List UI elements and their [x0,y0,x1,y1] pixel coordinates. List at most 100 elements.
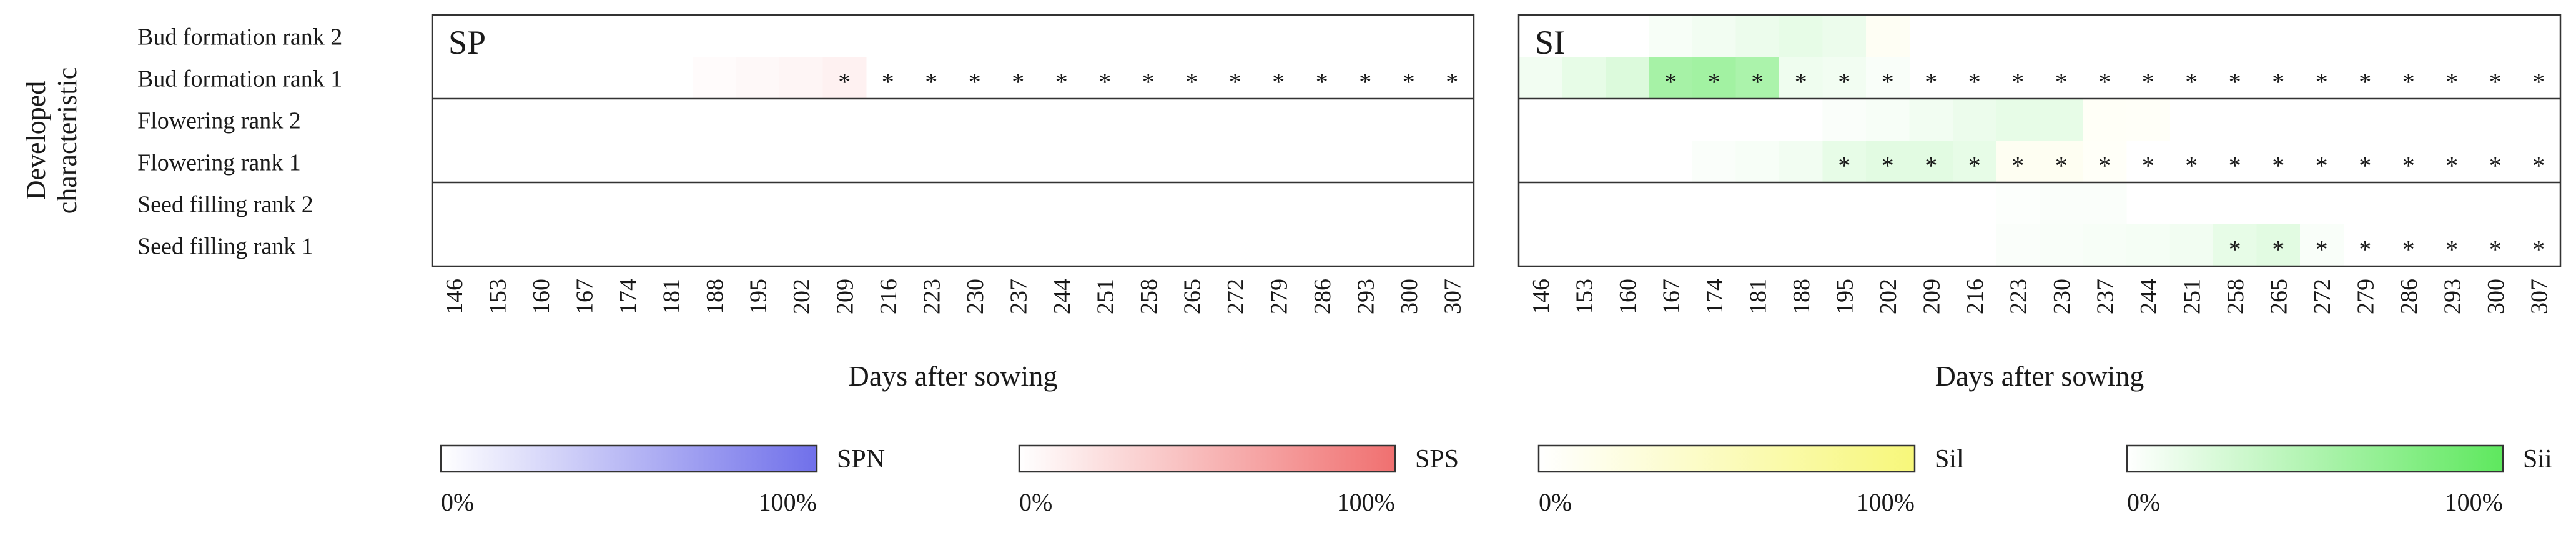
x-tick-label: 216 [1962,279,1988,314]
heatmap-cell [2083,99,2127,141]
x-tick-label: 146 [442,279,468,314]
legend-min-label: 0% [2127,488,2160,516]
x-tick-label: 174 [1702,279,1728,314]
panel-title: SP [448,24,486,61]
significance-marker: * [2055,152,2068,180]
significance-marker: * [2532,152,2545,180]
x-tick-label: 286 [1310,279,1336,314]
heatmap-cell [693,57,736,99]
row-label: Flowering rank 2 [137,108,301,134]
x-tick-label: 209 [1918,279,1945,314]
x-tick-label: 272 [2309,279,2336,314]
significance-marker: * [2272,68,2284,96]
heatmap-cell [2300,224,2344,267]
x-tick-label: 307 [1439,279,1466,314]
significance-marker: * [2185,152,2198,180]
significance-marker: * [2229,236,2241,264]
heatmap-cell [2126,224,2170,267]
x-tick-label: 202 [789,279,815,314]
legend-sil: Sil 0% 100% [1537,444,1964,516]
significance-marker: * [1838,152,1850,180]
significance-marker: * [2098,152,2111,180]
x-tick-label: 202 [1875,279,1902,314]
significance-marker: * [1229,68,1241,96]
significance-marker: * [1838,68,1850,96]
legend-colorbar [2126,444,2504,473]
x-tick-label: 195 [1832,279,1858,314]
legend-name: Sii [2523,445,2552,474]
significance-marker: * [2359,68,2371,96]
significance-marker: * [1664,68,1677,96]
panel-frame [1517,14,2562,267]
significance-marker: * [2359,152,2371,180]
heatmap-cell [2083,182,2127,225]
heatmap-cell [1735,15,1780,57]
legend-spn: SPN 0% 100% [440,444,885,516]
significance-marker: * [2142,152,2154,180]
heatmap-cell [822,57,867,99]
heatmap-cell [1779,141,1823,183]
x-tick-label: 223 [2005,279,2031,314]
significance-marker: * [1359,68,1371,96]
significance-marker: * [1925,152,1937,180]
heatmap-cell [2040,99,2083,141]
x-tick-label: 286 [2396,279,2422,314]
x-tick-label: 265 [2266,279,2292,314]
row-label: Bud formation rank 2 [137,24,342,51]
row-label: Seed filling rank 1 [137,234,313,260]
significance-marker: * [925,68,937,96]
significance-marker: * [1055,68,1068,96]
significance-marker: * [2229,68,2241,96]
significance-marker: * [2098,68,2111,96]
legend-colorbar [1537,444,1916,473]
significance-marker: * [1708,68,1720,96]
legend-max-label: 100% [1337,488,1395,516]
significance-marker: * [969,68,981,96]
significance-marker: * [1272,68,1285,96]
heatmap-cell [1953,141,1996,183]
heatmap-cell [1866,141,1910,183]
heatmap-cell [1996,182,2040,225]
x-tick-label: 258 [2223,279,2249,314]
significance-marker: * [2229,152,2241,180]
heatmap-cell [1649,15,1693,57]
panel-frame [431,14,1475,267]
x-tick-label: 237 [2092,279,2118,314]
significance-marker: * [2359,236,2371,264]
x-tick-label: 174 [615,279,641,314]
x-tick-label: 223 [919,279,945,314]
significance-marker: * [2532,236,2545,264]
heatmap-cell [1866,57,1910,99]
heatmap-cell [1735,141,1780,183]
significance-marker: * [1968,152,1981,180]
legend-min-label: 0% [1019,488,1052,516]
legend-name: SPN [837,445,885,474]
x-tick-label: 279 [1266,279,1292,314]
heatmap-cell [1692,15,1736,57]
significance-marker: * [2402,152,2415,180]
x-tick-label: 251 [1092,279,1118,314]
legend-min-label: 0% [441,488,474,516]
x-tick-label: 195 [745,279,771,314]
significance-marker: * [882,68,894,96]
heatmap-cell [1562,57,1606,99]
legend-name: SPS [1415,445,1459,474]
heatmap-cell [2083,141,2127,183]
panel-sp: SP * * * * * * * * * * * * * * * 146 153 160 167 174 181 188 19… [431,14,1475,392]
heatmap-cell [1909,99,1953,141]
legend-max-label: 100% [759,488,817,516]
x-tick-label: 293 [1353,279,1379,314]
significance-marker: * [2272,152,2284,180]
x-tick-label: 153 [1571,279,1597,314]
significance-marker: * [2402,68,2415,96]
x-tick-label: 244 [1049,279,1075,314]
x-tick-label: 307 [2526,279,2552,314]
x-tick-label: 293 [2439,279,2465,314]
significance-marker: * [2489,236,2502,264]
legend-colorbar [1018,444,1396,473]
significance-marker: * [2316,236,2328,264]
significance-marker: * [1882,152,1894,180]
significance-marker: * [2402,236,2415,264]
x-tick-label: 272 [1223,279,1249,314]
x-tick-label: 279 [2352,279,2379,314]
